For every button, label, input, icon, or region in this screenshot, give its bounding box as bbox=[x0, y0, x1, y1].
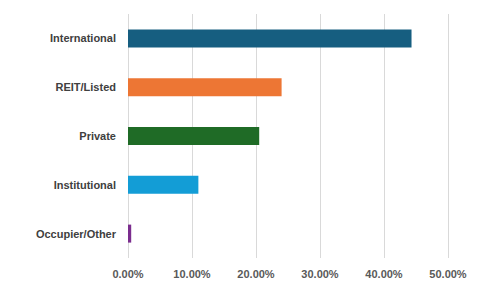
svg-text:30.00%: 30.00% bbox=[301, 268, 339, 280]
svg-text:Institutional: Institutional bbox=[54, 179, 116, 191]
svg-text:Private: Private bbox=[79, 130, 116, 142]
svg-text:50.00%: 50.00% bbox=[429, 268, 467, 280]
svg-text:40.00%: 40.00% bbox=[365, 268, 403, 280]
svg-text:20.00%: 20.00% bbox=[237, 268, 275, 280]
svg-text:0.00%: 0.00% bbox=[112, 268, 143, 280]
svg-text:REIT/Listed: REIT/Listed bbox=[55, 81, 116, 93]
svg-text:International: International bbox=[50, 32, 116, 44]
svg-text:10.00%: 10.00% bbox=[173, 268, 211, 280]
svg-text:Occupier/Other: Occupier/Other bbox=[36, 228, 117, 240]
